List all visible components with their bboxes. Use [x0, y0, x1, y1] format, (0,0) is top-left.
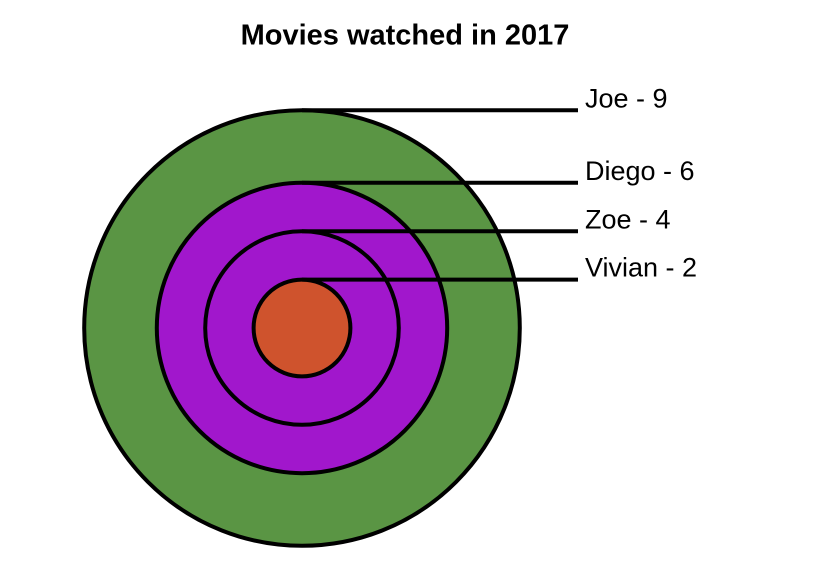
value-label: Joe - 9 [585, 83, 668, 113]
ring [251, 277, 353, 379]
chart-title: Movies watched in 2017 [241, 20, 570, 52]
value-label: Zoe - 4 [585, 204, 671, 234]
value-label: Diego - 6 [585, 156, 695, 186]
value-label: Vivian - 2 [585, 253, 697, 283]
